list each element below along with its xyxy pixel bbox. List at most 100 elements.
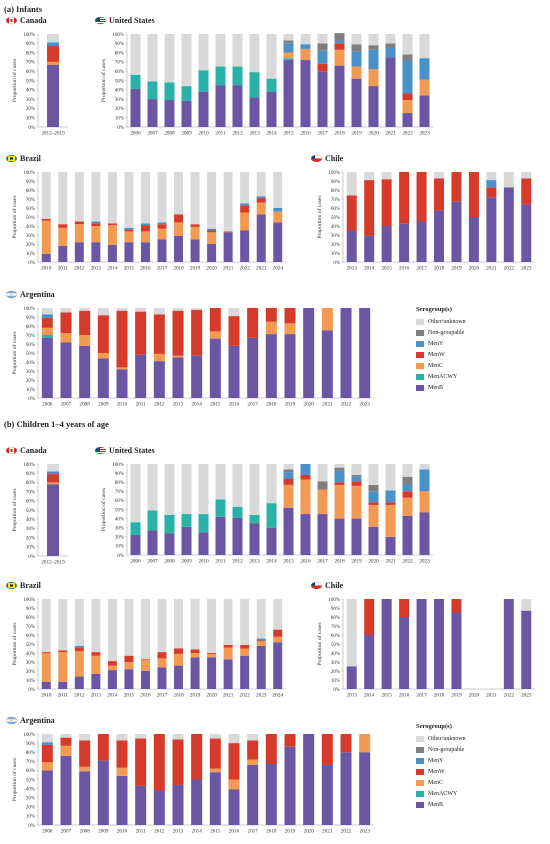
bar-segment-menb: [503, 187, 514, 262]
bar-segment-other-unknown: [351, 464, 362, 475]
x-tick-label: 2020: [206, 693, 217, 699]
bar-segment-menw: [97, 315, 109, 353]
bar-segment-menc: [256, 641, 266, 646]
bar-segment-other-unknown: [256, 599, 266, 639]
bar-segment-menc: [283, 52, 294, 59]
bar-segment-menw: [207, 230, 217, 233]
bar-segment-other-unknown: [317, 34, 328, 44]
bar-segment-menc: [419, 79, 430, 96]
bar-segment-menc: [228, 779, 240, 790]
y-tick-label: 30%: [26, 527, 35, 532]
x-tick-label: 2013: [173, 829, 184, 835]
bar-segment-other-unknown: [47, 464, 59, 472]
bar-segment-menb: [317, 71, 328, 127]
flag-outline: [5, 16, 18, 25]
bar-segment-other-unknown: [486, 172, 497, 181]
country-label: Chile: [325, 154, 344, 163]
x-tick-label: 2011: [58, 693, 69, 699]
bar-segment-other-unknown: [41, 172, 51, 219]
bar-segment-menb: [147, 530, 158, 555]
bar-segment-other-unknown: [116, 734, 128, 741]
bar-segment-menw: [41, 317, 53, 328]
x-tick-label: 2015: [210, 829, 221, 835]
x-tick-label: 2016: [399, 266, 410, 272]
bar-segment-other-unknown: [79, 308, 91, 311]
bar-segment-menw: [47, 474, 59, 483]
x-tick-label: 2016: [399, 693, 410, 699]
y-tick-label: 70%: [115, 490, 124, 495]
bar-segment-menc: [140, 660, 150, 671]
bar-segment-menc: [174, 222, 184, 236]
bar-segment-menb: [249, 97, 260, 127]
bar-segment-other-unknown: [232, 34, 243, 67]
x-tick-label: 2011: [58, 266, 69, 272]
y-tick-label: 60%: [26, 343, 35, 348]
bar-segment-menc: [351, 66, 362, 79]
x-tick-label: 2023: [256, 693, 267, 699]
x-tick-label: 2013: [91, 693, 102, 699]
x-tick-label: 2012: [74, 266, 85, 272]
x-tick-label: 2020: [303, 402, 314, 408]
bar-segment-menw: [223, 231, 233, 233]
y-tick-label: 100%: [328, 171, 340, 176]
y-tick-label: 10%: [26, 388, 35, 393]
y-tick-label: 50%: [331, 643, 340, 648]
bar-segment-meny: [140, 223, 150, 226]
bar-segment-other-unknown: [107, 599, 117, 662]
legend-label: MenACWY: [428, 790, 458, 797]
bar-segment-menb: [116, 775, 128, 825]
bar-segment-other-unknown: [419, 34, 430, 59]
bar-segment-other-unknown: [247, 734, 259, 741]
bar-segment-menw: [60, 312, 72, 334]
bar-segment-menb: [434, 599, 444, 689]
x-tick-label: 2019: [190, 266, 201, 272]
x-tick-label: 2020: [303, 829, 314, 835]
y-tick-label: 90%: [26, 607, 35, 612]
bar-segment-menc: [79, 335, 91, 346]
y-tick-label: 50%: [115, 79, 124, 84]
bar-segment-menc: [334, 484, 345, 519]
x-tick-label: 2016: [300, 559, 311, 565]
legend-item: MenACWY: [416, 788, 466, 799]
y-tick-label: 80%: [26, 481, 35, 486]
x-tick-label: 2012–2019: [41, 560, 65, 566]
x-tick-label: 2020: [368, 131, 379, 137]
y-tick-label: 70%: [26, 760, 35, 765]
x-tick-label: 2007: [147, 559, 158, 565]
bar-segment-menw: [74, 647, 84, 652]
x-tick-label: 2021: [385, 131, 396, 137]
y-tick-label: 80%: [331, 616, 340, 621]
bar-segment-menacwy: [181, 86, 192, 101]
bar-segment-menb: [451, 201, 462, 262]
bar-segment-other-unknown: [130, 34, 141, 75]
bar-segment-menb: [124, 669, 134, 689]
bar-segment-menb: [172, 784, 184, 825]
chart-b-canada: Canada 0% 10% 20% 30% 40% 50% 60% 70% 80% 90% 100% P…: [5, 446, 68, 566]
bar-segment-other-unknown: [283, 34, 294, 41]
chart-b-argentina: Argentina 0% 10% 20% 30% 40% 50% 60% 70% 80% 90% 10…: [5, 716, 374, 835]
bar-segment-menb: [124, 242, 134, 262]
bar-segment-menc: [107, 225, 117, 245]
bar-segment-menb: [300, 60, 311, 127]
bar-segment-other-unknown: [190, 599, 200, 650]
bar-segment-menw: [265, 734, 277, 765]
flag-icon: [5, 16, 18, 25]
x-tick-label: 2007: [147, 131, 158, 137]
bar-segment-menw: [228, 316, 240, 346]
legend-item: MenB: [416, 382, 466, 393]
y-tick-label: 80%: [115, 51, 124, 56]
flag-outline: [5, 581, 18, 590]
bar-segment-meny: [74, 645, 84, 648]
bar-segment-menw: [124, 229, 134, 232]
bar-segment-menc: [172, 355, 184, 358]
x-tick-label: 2016: [229, 402, 240, 408]
bar-segment-meny: [402, 60, 413, 94]
bar-segment-menc: [107, 665, 117, 671]
flag-fill: [6, 447, 17, 454]
y-tick-label: 80%: [26, 189, 35, 194]
legend-title: Serogroup(s): [416, 723, 452, 730]
bar-segment-meny: [41, 742, 53, 745]
y-axis-label: Proportion of cases: [11, 622, 18, 665]
x-tick-label: 2011: [215, 131, 226, 137]
x-tick-label: 2006: [130, 131, 141, 137]
